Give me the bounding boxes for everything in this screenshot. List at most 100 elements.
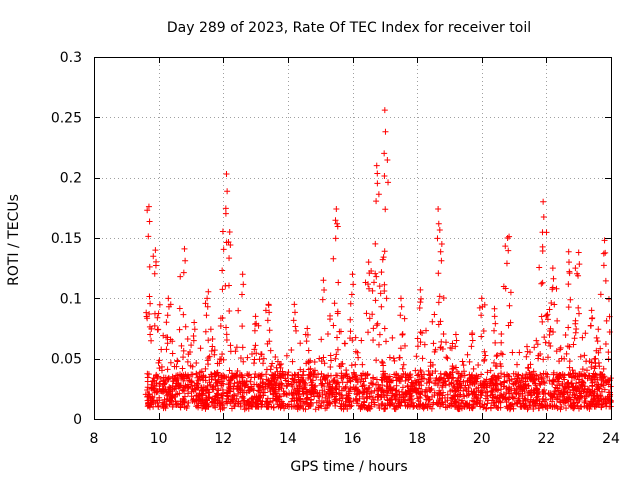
data-point <box>418 295 425 302</box>
data-point <box>144 386 151 393</box>
data-point <box>151 382 158 389</box>
data-point <box>289 358 296 365</box>
data-point <box>388 377 395 384</box>
data-point <box>326 394 333 401</box>
data-point <box>327 312 334 319</box>
data-point <box>190 396 197 403</box>
data-point <box>151 322 158 329</box>
data-point <box>378 303 385 310</box>
data-point <box>163 334 170 341</box>
data-point <box>482 395 489 402</box>
data-point <box>599 371 606 378</box>
data-point <box>422 392 429 399</box>
data-point <box>276 380 283 387</box>
data-point <box>565 281 572 288</box>
data-point <box>288 381 295 388</box>
data-point <box>163 402 170 409</box>
data-point <box>588 359 595 366</box>
data-point <box>494 352 501 359</box>
data-point <box>501 379 508 386</box>
data-point <box>565 324 572 331</box>
data-point <box>487 379 494 386</box>
data-point <box>541 334 548 341</box>
data-point <box>574 402 581 409</box>
data-point <box>602 249 609 256</box>
data-point <box>372 240 379 247</box>
data-point <box>277 364 284 371</box>
data-point <box>550 376 557 383</box>
data-point <box>191 326 198 333</box>
data-point <box>461 404 468 411</box>
data-point <box>185 351 192 358</box>
data-point <box>417 286 424 293</box>
data-point <box>535 405 542 412</box>
data-point <box>230 403 237 410</box>
data-point <box>320 277 327 284</box>
data-point <box>332 402 339 409</box>
y-tick-label: 0.1 <box>60 291 82 307</box>
data-point <box>163 392 170 399</box>
data-point <box>359 383 366 390</box>
data-point <box>561 397 568 404</box>
data-point <box>371 401 378 408</box>
data-point <box>453 337 460 344</box>
data-point <box>211 373 218 380</box>
data-point <box>413 387 420 394</box>
data-point <box>223 392 230 399</box>
data-point <box>399 365 406 372</box>
data-point <box>391 371 398 378</box>
data-point <box>263 366 270 373</box>
data-point <box>547 342 554 349</box>
data-point <box>557 344 564 351</box>
data-point <box>381 173 388 180</box>
data-point <box>556 358 563 365</box>
data-point <box>423 380 430 387</box>
data-point <box>565 371 572 378</box>
data-point <box>506 302 513 309</box>
data-point <box>218 382 225 389</box>
data-point <box>438 241 445 248</box>
data-point <box>335 279 342 286</box>
data-point <box>353 396 360 403</box>
data-point <box>291 371 298 378</box>
data-point <box>444 397 451 404</box>
data-point <box>397 378 404 385</box>
data-point <box>193 392 200 399</box>
data-point <box>511 375 518 382</box>
data-point <box>437 318 444 325</box>
data-point <box>226 377 233 384</box>
data-point <box>227 348 234 355</box>
data-point <box>295 378 302 385</box>
data-point <box>508 390 515 397</box>
data-point <box>285 401 292 408</box>
data-point <box>335 390 342 397</box>
data-point <box>318 380 325 387</box>
data-point <box>534 389 541 396</box>
data-point <box>463 400 470 407</box>
data-point <box>407 371 414 378</box>
data-point <box>506 384 513 391</box>
data-point <box>352 361 359 368</box>
data-point <box>299 371 306 378</box>
data-point <box>239 374 246 381</box>
data-point <box>495 375 502 382</box>
data-point <box>276 401 283 408</box>
data-point <box>361 398 368 405</box>
data-point <box>209 386 216 393</box>
data-point <box>420 401 427 408</box>
data-point <box>575 272 582 279</box>
data-point <box>373 357 380 364</box>
data-point <box>439 399 446 406</box>
data-point <box>364 406 371 413</box>
data-point <box>567 296 574 303</box>
data-point <box>256 372 263 379</box>
data-point <box>337 363 344 370</box>
data-point <box>461 393 468 400</box>
data-point <box>272 353 279 360</box>
data-point <box>417 390 424 397</box>
data-point <box>406 372 413 379</box>
data-point <box>389 334 396 341</box>
data-point <box>336 383 343 390</box>
data-point <box>226 385 233 392</box>
data-point <box>268 371 275 378</box>
